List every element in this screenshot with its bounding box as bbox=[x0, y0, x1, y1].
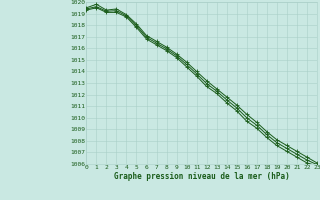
X-axis label: Graphe pression niveau de la mer (hPa): Graphe pression niveau de la mer (hPa) bbox=[114, 172, 290, 181]
